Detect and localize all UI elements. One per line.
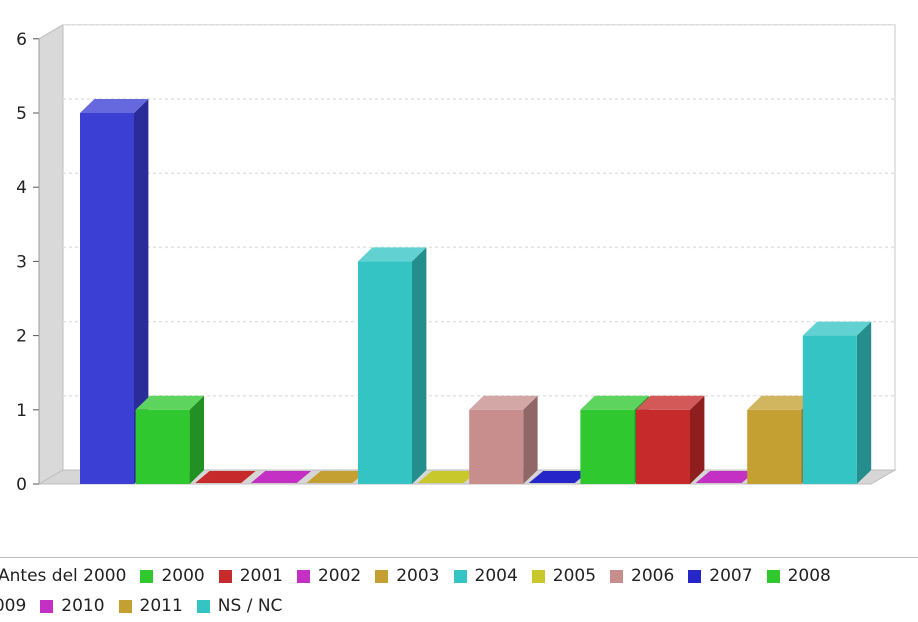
bar-top xyxy=(358,247,427,262)
bar-top xyxy=(747,395,816,410)
legend-label: 2009 xyxy=(0,596,27,616)
bar-top xyxy=(580,395,649,410)
bar-chart: 0 1 2 3 4 5 6 xyxy=(16,23,897,495)
legend-item: 2004 xyxy=(453,566,518,586)
bar xyxy=(358,261,412,484)
bar-side xyxy=(523,395,538,484)
legend-label: 2008 xyxy=(787,566,831,586)
legend-item: 2002 xyxy=(296,566,362,586)
y-tick-label: 1 xyxy=(16,401,27,421)
legend-item: 2001 xyxy=(218,566,283,586)
legend-label: 2006 xyxy=(631,566,675,586)
legend-item: 2009 xyxy=(0,596,26,616)
y-tick-label: 4 xyxy=(16,178,27,198)
legend-item: 2000 xyxy=(140,566,205,586)
bar-zero xyxy=(417,471,478,483)
bar-zero xyxy=(695,471,756,483)
legend-label: 2004 xyxy=(474,566,518,586)
y-tick-label: 3 xyxy=(16,252,27,272)
legend-swatch xyxy=(40,599,54,613)
legend-swatch xyxy=(610,569,624,583)
bar xyxy=(747,409,802,484)
y-tick-label: 6 xyxy=(16,30,27,50)
bar-top xyxy=(469,395,538,410)
legend-label: 2003 xyxy=(396,566,440,586)
y-tick-label: 5 xyxy=(16,104,27,124)
legend-swatch xyxy=(196,599,210,613)
bar-zero xyxy=(250,471,312,483)
legend-label: 2001 xyxy=(239,566,283,586)
bar xyxy=(469,409,524,484)
bar-zero xyxy=(528,471,590,483)
bar xyxy=(636,409,690,484)
legend-swatch xyxy=(218,569,232,583)
legend-label: Antes del 2000 xyxy=(0,566,127,586)
legend: Antes del 2000 2000 2001 2002 2003 2004 2005 20… xyxy=(0,557,918,622)
legend-swatch xyxy=(453,569,467,583)
legend-row: Antes del 2000 2000 2001 2002 2003 2004 2005 20… xyxy=(0,566,845,586)
legend-item: 2008 xyxy=(766,566,831,586)
legend-item: 2005 xyxy=(531,566,597,586)
bar-top xyxy=(80,99,149,113)
bar-side xyxy=(134,99,149,484)
legend-label: 2007 xyxy=(709,566,753,586)
bar-top xyxy=(135,395,204,410)
legend-swatch xyxy=(140,569,154,583)
legend-item: 2011 xyxy=(118,596,183,616)
bar xyxy=(802,335,857,484)
legend-label: 2002 xyxy=(317,566,362,586)
legend-label: 2005 xyxy=(552,566,597,586)
bar-top xyxy=(636,395,705,410)
legend-swatch xyxy=(118,599,132,613)
bar xyxy=(80,113,134,484)
bar-side xyxy=(412,247,427,484)
bar-zero xyxy=(195,471,256,483)
bar-side xyxy=(856,321,872,484)
legend-swatch xyxy=(531,569,545,583)
legend-item: 2007 xyxy=(688,566,753,586)
bar xyxy=(580,409,635,484)
legend-item: 2006 xyxy=(610,566,674,586)
legend-label: 2000 xyxy=(161,566,205,586)
legend-item: Antes del 2000 xyxy=(0,566,126,586)
legend-swatch xyxy=(296,569,310,583)
y-tick-label: 2 xyxy=(16,327,27,347)
bar-side xyxy=(189,395,204,484)
y-tick-label: 0 xyxy=(16,475,27,495)
plot-side-wall xyxy=(38,23,64,485)
bar-side xyxy=(690,395,705,484)
legend-item: NS / NC xyxy=(196,596,283,616)
legend-label: 2011 xyxy=(139,596,183,616)
legend-swatch xyxy=(766,569,780,583)
bar-zero xyxy=(306,471,367,483)
legend-item: 2010 xyxy=(40,596,105,616)
legend-swatch xyxy=(375,569,389,583)
bar-top xyxy=(802,321,872,336)
legend-swatch xyxy=(688,569,702,583)
legend-label: 2010 xyxy=(61,596,105,616)
legend-label: NS / NC xyxy=(217,596,283,616)
legend-item: 2003 xyxy=(375,566,440,586)
legend-row: 2009 2010 2011 NS / NC xyxy=(0,596,296,616)
bar xyxy=(135,409,190,484)
